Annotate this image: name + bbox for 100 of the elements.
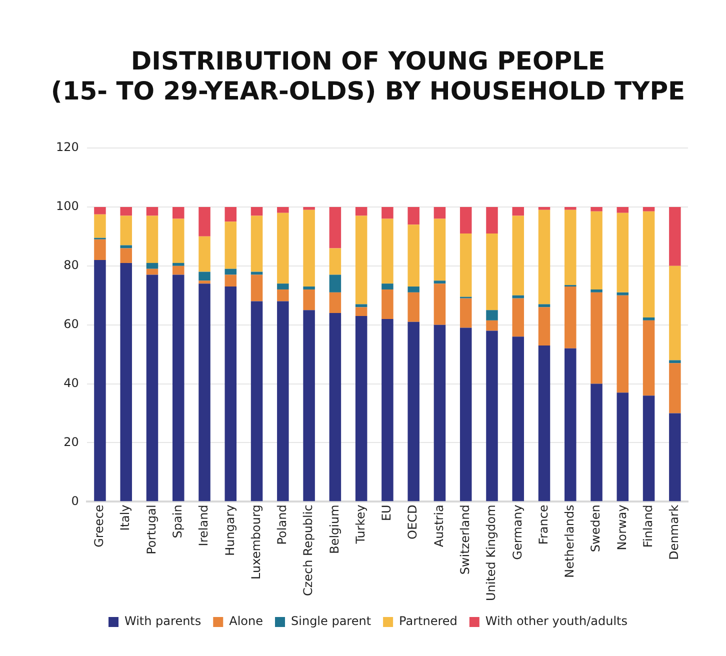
bar: [669, 206, 681, 266]
bar: [146, 206, 158, 216]
bar: [434, 284, 446, 325]
bar: [94, 206, 106, 214]
x-tick-label: Austria: [432, 504, 446, 548]
bar: [486, 206, 498, 234]
bar: [486, 233, 498, 310]
bar: [408, 322, 420, 502]
y-tick-label: 20: [64, 434, 79, 449]
bar: [616, 206, 629, 213]
bar: [198, 236, 210, 272]
bar: [538, 210, 550, 304]
bar: [172, 218, 184, 263]
bar: [94, 239, 106, 260]
bar: [303, 286, 315, 290]
bar: [538, 206, 550, 210]
bar: [460, 233, 472, 297]
x-tick-label: Finland: [640, 504, 655, 548]
x-tick-label: Germany: [510, 504, 524, 560]
x-tick-label: Switzerland: [458, 504, 472, 575]
y-tick-label: 60: [64, 316, 79, 331]
bar: [538, 307, 550, 346]
bar: [120, 248, 132, 263]
bar: [224, 268, 237, 275]
text: DISTRIBUTION OF YOUNG PEOPLE: [130, 46, 606, 76]
bar: [669, 413, 681, 502]
x-tick-label: Czech Republic: [301, 504, 316, 596]
bar: [382, 206, 394, 219]
bar: [564, 210, 576, 286]
bar: [224, 222, 237, 269]
bar: [460, 298, 472, 328]
bar: [512, 298, 524, 337]
x-tick-label: Turkey: [353, 504, 368, 545]
bar: [146, 268, 158, 275]
bar: [512, 216, 524, 296]
bar: [669, 266, 681, 360]
bar: [590, 289, 602, 292]
bar: [382, 289, 394, 319]
bar: [224, 206, 237, 222]
bar: [590, 384, 602, 502]
bar: [408, 224, 420, 287]
x-tick-label: Greece: [92, 504, 106, 548]
x-tick-label: Ireland: [196, 504, 211, 546]
x-tick-label: Luxembourg: [248, 504, 263, 580]
bar: [512, 295, 524, 298]
bar: [355, 307, 368, 316]
x-tick-label: Hungary: [222, 504, 237, 556]
bar: [486, 320, 498, 331]
bar: [616, 392, 629, 502]
x-tick-label: OECD: [406, 504, 420, 540]
bar: [198, 272, 210, 281]
bar: [146, 274, 158, 502]
bar: [382, 318, 394, 502]
bar: [564, 286, 576, 348]
bar: [120, 206, 132, 216]
bar: [329, 274, 342, 292]
bar: [590, 292, 602, 384]
x-tick-label: Italy: [118, 504, 132, 531]
bar: [642, 396, 655, 502]
x-tick-label: Norway: [614, 504, 629, 550]
text: (15- TO 29-YEAR-OLDS) BY HOUSEHOLD TYPE: [50, 76, 686, 106]
bar: [616, 295, 629, 393]
bar: [277, 289, 289, 302]
bar: [94, 214, 106, 238]
bar: [329, 313, 342, 502]
bar: [120, 216, 132, 246]
bar: [486, 310, 498, 320]
bar: [250, 301, 263, 502]
bar: [538, 345, 550, 502]
bar: [198, 206, 210, 236]
x-tick-label: Sweden: [588, 504, 603, 552]
bar: [277, 301, 289, 502]
bar: [564, 348, 576, 502]
bar: [94, 260, 106, 502]
bar: [564, 206, 576, 210]
bar: [460, 206, 472, 234]
bar: [303, 289, 315, 310]
y-tick-label: 40: [64, 376, 79, 390]
bar: [250, 216, 263, 272]
bar: [303, 206, 315, 210]
legend-label: Partnered: [399, 614, 458, 628]
bar: [329, 292, 342, 314]
bar: [355, 304, 368, 308]
bar: [355, 216, 368, 304]
bar: [434, 218, 446, 281]
bar: [329, 206, 342, 248]
x-tick-label: Denmark: [667, 504, 682, 560]
legend-label: With other youth/adults: [485, 614, 628, 628]
bar: [642, 206, 655, 212]
legend-label: Alone: [229, 614, 264, 628]
bar: [329, 248, 342, 275]
bar: [303, 210, 315, 287]
x-tick-label: Spain: [170, 504, 184, 538]
bar: [382, 284, 394, 290]
x-tick-label: EU: [380, 504, 394, 522]
bar: [146, 216, 158, 263]
bar: [172, 266, 184, 275]
bar: [146, 262, 158, 269]
bar: [642, 211, 655, 318]
bar: [486, 330, 498, 502]
